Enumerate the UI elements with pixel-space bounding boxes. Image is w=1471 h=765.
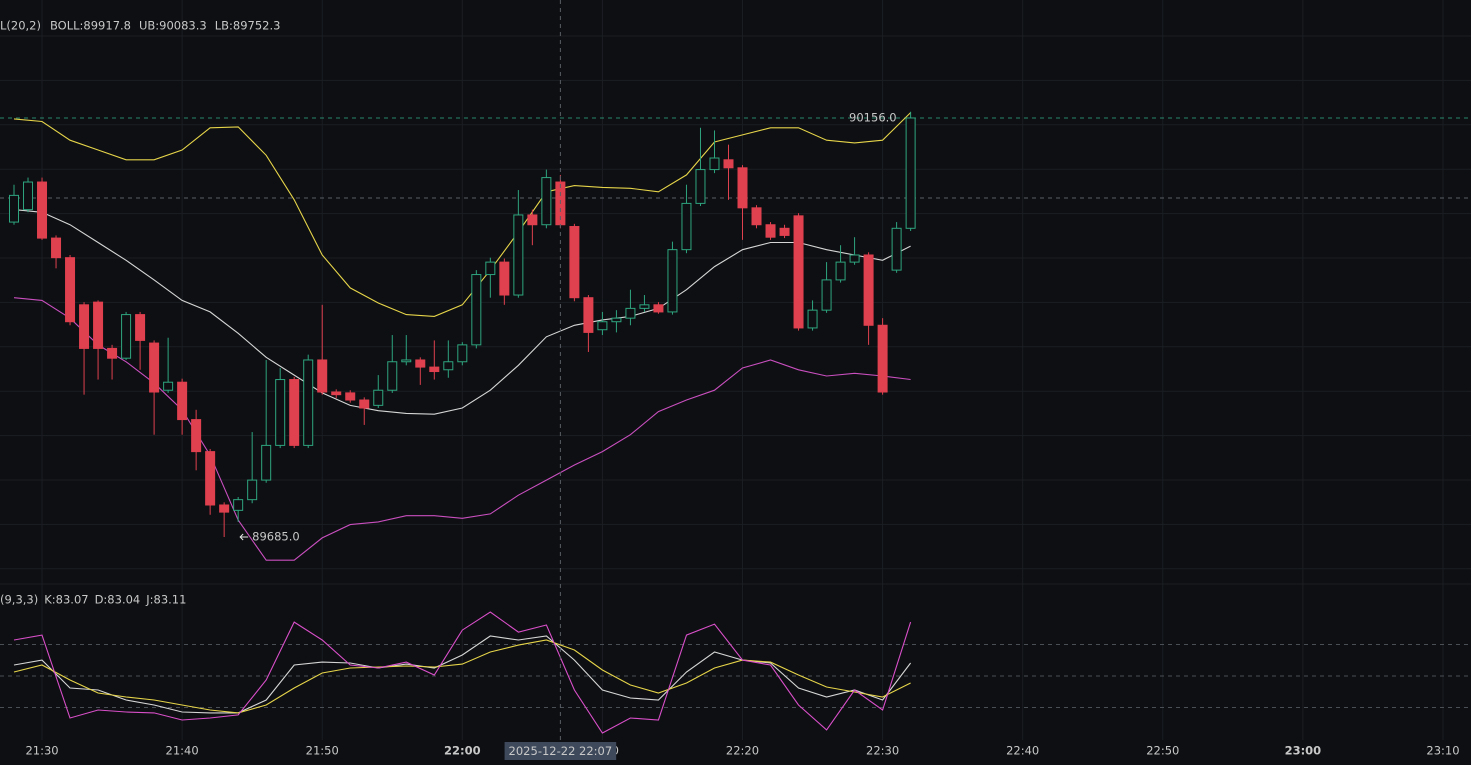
candle-body (471, 274, 482, 346)
candle-body (51, 237, 62, 259)
x-tick-label: 21:40 (166, 744, 199, 758)
candle-body (765, 224, 776, 238)
x-tick-label: 23:00 (1285, 744, 1322, 758)
candle-body (289, 379, 300, 446)
candle-body (751, 207, 762, 226)
candle-body (849, 254, 860, 263)
candle-body (359, 399, 370, 409)
crosshair-time-label: 2025-12-22 22:07 (509, 744, 613, 758)
candle-body (625, 307, 636, 319)
indicator-value: J:83.11 (145, 593, 186, 607)
candle-body (639, 304, 650, 309)
candle-body (121, 314, 132, 359)
indicator-params: L(20,2) (0, 19, 41, 33)
boll-line (13, 209, 911, 415)
candle-body (793, 215, 804, 329)
x-tick-label: 22:40 (1006, 744, 1039, 758)
x-tick-label: 23:10 (1426, 744, 1459, 758)
candle-body (737, 167, 748, 209)
candle-body (667, 249, 678, 313)
x-tick-label: 22:00 (444, 744, 481, 758)
kdj-line (13, 639, 911, 714)
high-price-label: 90156.0 (849, 110, 897, 124)
candle-body (597, 321, 608, 331)
kdj-line (13, 635, 912, 714)
x-tick-label: 21:50 (306, 744, 339, 758)
candle-body (709, 157, 720, 171)
x-tick-label: 22:30 (866, 744, 899, 758)
candle-body (135, 314, 146, 341)
candle-body (891, 227, 902, 271)
candle-body (149, 342, 160, 393)
candle-body (9, 194, 20, 223)
candle-body (863, 254, 874, 326)
indicator-params: (9,3,3) (0, 593, 38, 607)
candle-body (23, 181, 34, 211)
candle-body (163, 381, 174, 391)
boll-line (13, 297, 911, 561)
candle-body (513, 214, 524, 296)
candle-body (877, 324, 888, 393)
candle-body (303, 359, 314, 446)
candle-body (821, 279, 832, 311)
candle-body (457, 344, 468, 363)
x-tick-label: 21:30 (25, 744, 58, 758)
candle-body (261, 444, 272, 481)
candle-body (653, 304, 664, 313)
candle-body (275, 379, 286, 446)
x-tick-label: 22:50 (1146, 744, 1179, 758)
kdj-line (13, 611, 912, 734)
candle-body (107, 347, 118, 359)
candle-body (807, 309, 818, 329)
arrow-icon (239, 533, 249, 541)
candle-body (331, 391, 342, 396)
candle-body (233, 499, 244, 511)
candle-body (65, 257, 76, 323)
candle-body (695, 169, 706, 204)
candle-body (723, 159, 734, 169)
candle-body (779, 227, 790, 236)
candle-body (583, 297, 594, 333)
crosshair-time-tag: 2025-12-22 22:07 (504, 742, 617, 760)
low-price-label: 89685.0 (252, 530, 300, 544)
candle-body (79, 304, 90, 349)
indicator-value: UB:90083.3 (139, 19, 207, 33)
candle-body (611, 317, 622, 323)
candle-body (541, 177, 552, 226)
candle-body (93, 301, 104, 349)
candle-body (345, 392, 356, 401)
candle-body (569, 226, 580, 299)
x-tick-label: 22:20 (726, 744, 759, 758)
crosshair-time-box (504, 742, 617, 760)
candle-body (177, 381, 188, 421)
candle-body (443, 361, 454, 371)
indicator-value: D:83.04 (95, 593, 141, 607)
candle-body (373, 389, 384, 406)
candle-body (205, 451, 216, 506)
candle-body (37, 181, 48, 239)
indicator-value: BOLL:89917.8 (50, 19, 131, 33)
candle-body (247, 479, 258, 501)
indicator-value: K:83.07 (44, 593, 88, 607)
candle-body (681, 202, 692, 251)
boll-line (13, 112, 911, 317)
candle-body (191, 419, 202, 453)
candle-body (317, 359, 328, 393)
candle-body (387, 361, 398, 391)
candle-body (429, 366, 440, 373)
candle-body (485, 261, 496, 276)
indicator-value: LB:89752.3 (215, 19, 281, 33)
candle-body (401, 359, 412, 363)
candle-body (415, 359, 426, 368)
candle-body (835, 261, 846, 281)
candle-body (905, 117, 916, 229)
candle-body (527, 214, 538, 226)
candle-body (219, 504, 230, 513)
candle-body (499, 261, 510, 296)
